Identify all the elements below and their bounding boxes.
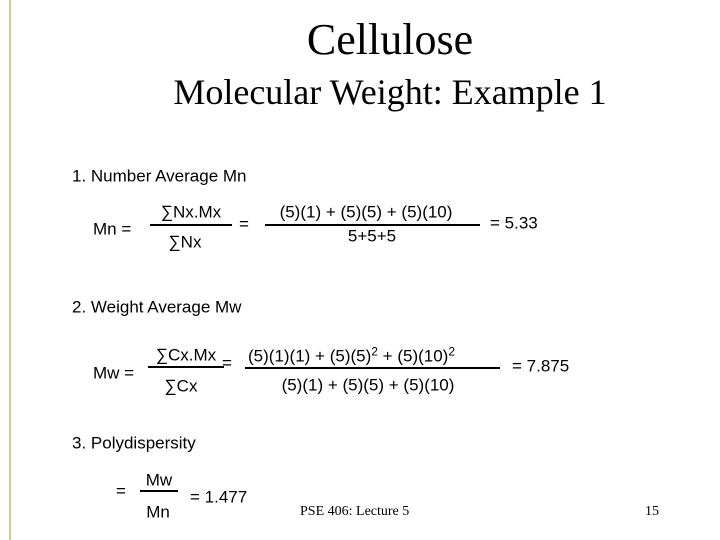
fraction-bar	[140, 490, 178, 492]
subtitle: Molecular Weight: Example 1	[173, 72, 607, 112]
expr-part: (5)(1)(1) + (5)(5)	[248, 346, 372, 366]
expr-denominator: 5+5+5	[347, 226, 397, 246]
equals: =	[239, 214, 249, 234]
accent-line	[9, 0, 11, 540]
numerator: ∑Nx.Mx	[160, 202, 222, 222]
expr-part: + (5)(10)	[377, 346, 449, 366]
exponent: 2	[448, 344, 456, 359]
fraction-bar	[148, 366, 224, 368]
fraction-bar	[150, 224, 232, 226]
title: Cellulose	[306, 15, 474, 64]
result: = 5.33	[490, 213, 538, 233]
expr-denominator: (5)(1) + (5)(5) + (5)(10)	[281, 375, 455, 395]
lhs: Mw =	[93, 363, 135, 383]
page-number: 15	[645, 504, 659, 519]
expr-numerator: (5)(1)(1) + (5)(5)2 + (5)(10)2	[248, 346, 455, 365]
heading: 1. Number Average Mn	[72, 166, 247, 186]
equals: =	[222, 353, 232, 373]
numerator: Mw	[145, 470, 173, 490]
exponent: 2	[371, 344, 378, 359]
lhs: =	[116, 481, 126, 501]
expr-numerator: (5)(1) + (5)(5) + (5)(10)	[279, 202, 453, 222]
heading: 3. Polydispersity	[72, 433, 196, 453]
denominator: ∑Cx	[164, 376, 198, 396]
lhs: Mn =	[93, 219, 132, 239]
denominator: Mn	[146, 502, 170, 522]
heading: 2. Weight Average Mw	[72, 297, 242, 317]
numerator: ∑Cx.Mx	[155, 345, 217, 365]
denominator: ∑Nx	[168, 232, 202, 252]
fraction-bar	[265, 224, 480, 226]
result: = 1.477	[190, 487, 248, 507]
result: = 7.875	[512, 356, 570, 376]
fraction-bar	[245, 367, 500, 369]
footer-lecture: PSE 406: Lecture 5	[300, 504, 410, 519]
